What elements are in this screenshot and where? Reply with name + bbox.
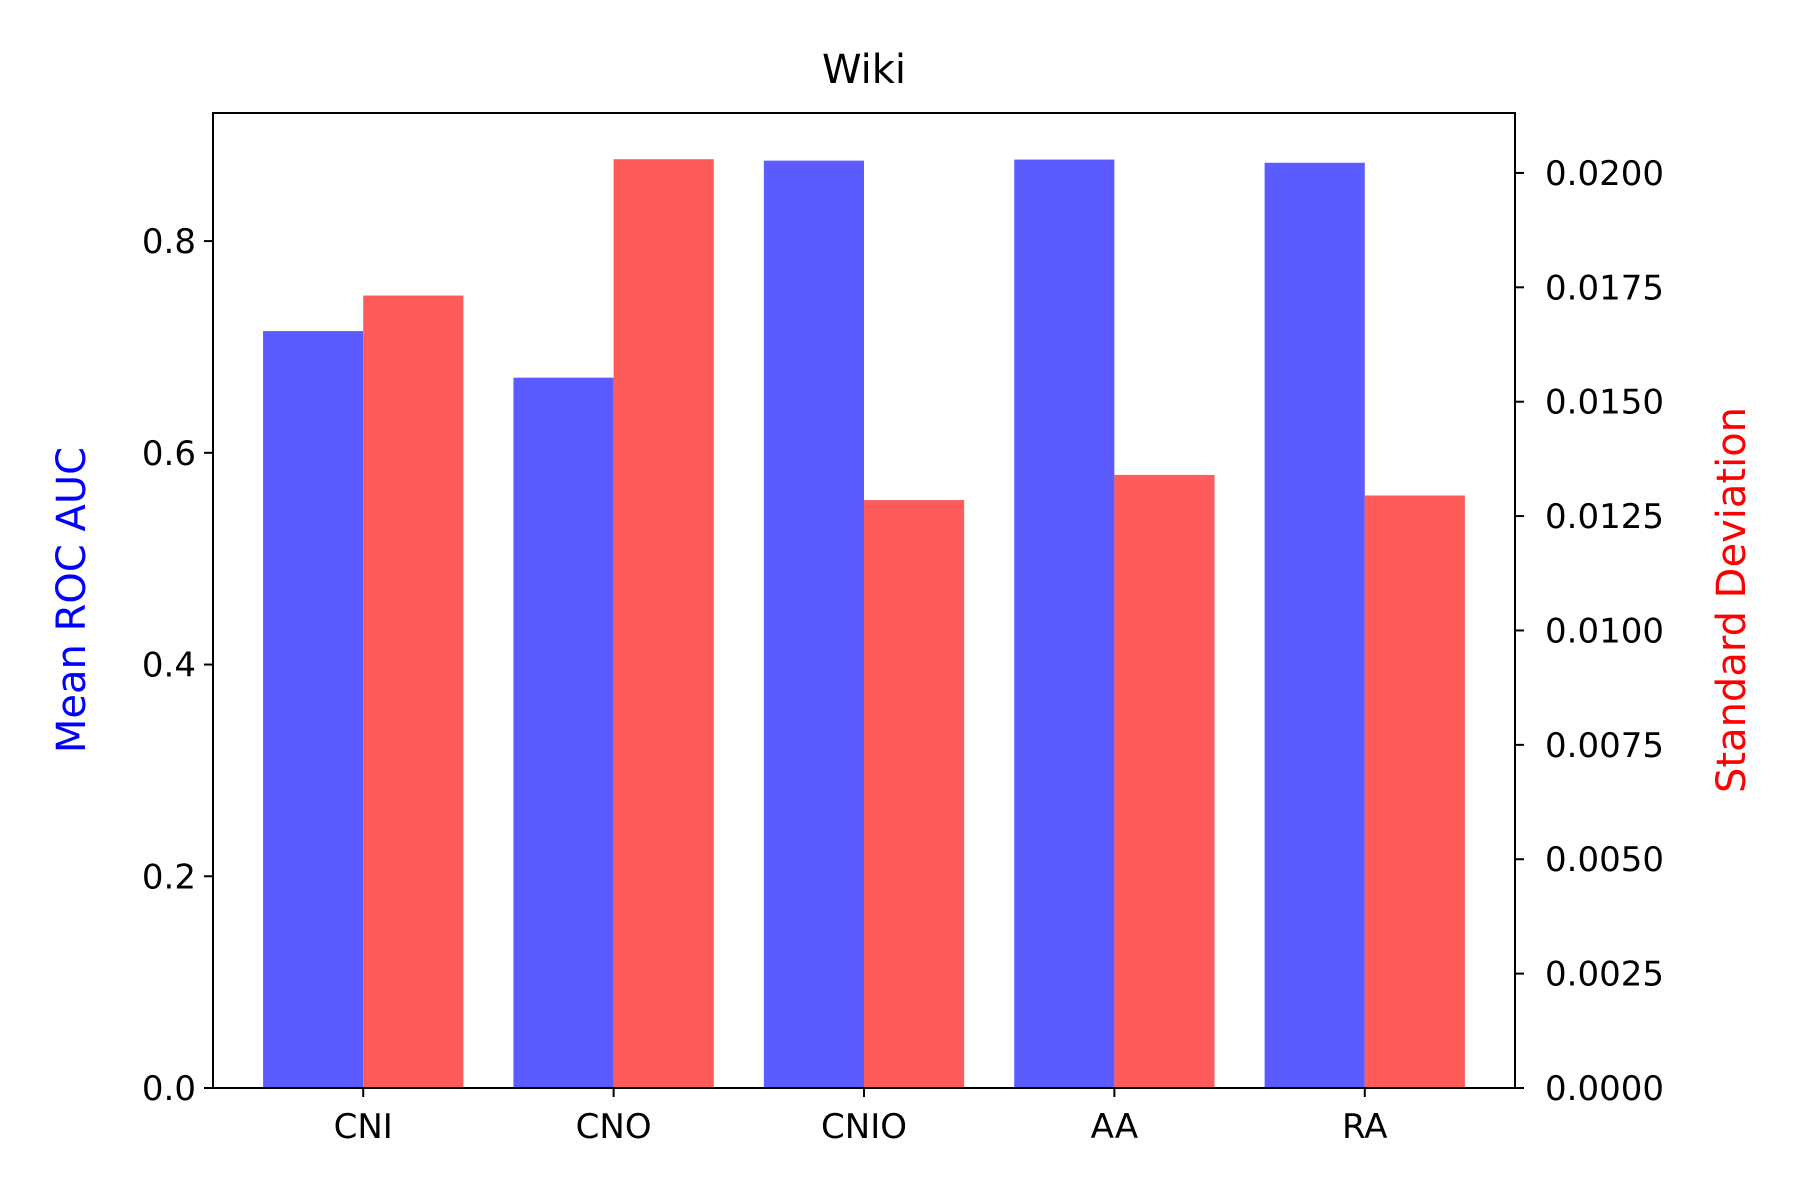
x-tick-label: CNO <box>576 1107 652 1147</box>
y-right-tick-label: 0.0025 <box>1545 955 1664 995</box>
y-left-tick-label: 0.2 <box>142 857 196 897</box>
y-right-tick-label: 0.0175 <box>1545 268 1664 308</box>
y-right-tick-label: 0.0125 <box>1545 497 1664 537</box>
y-left-tick-label: 0.8 <box>142 222 196 262</box>
bar-aa-right <box>1114 474 1215 1088</box>
bar-aa-left <box>1014 159 1115 1088</box>
y-right-tick-label: 0.0075 <box>1545 726 1664 766</box>
x-tick-label: CNI <box>334 1107 393 1147</box>
y-left-tick-label: 0.4 <box>142 646 196 686</box>
bar-ra-left <box>1264 162 1365 1088</box>
bar-cno-left <box>513 377 614 1089</box>
y-axis-right: 0.0000 0.0025 0.0050 0.0075 0.0100 0.0125 0.01… <box>1515 154 1664 1109</box>
bars <box>263 159 1465 1089</box>
x-tick-label: CNIO <box>821 1107 907 1147</box>
y-axis-left: 0.0 0.2 0.4 0.6 0.8 <box>142 222 213 1109</box>
bar-ra-right <box>1364 495 1465 1089</box>
bar-cnio-right <box>864 500 965 1089</box>
chart-title: Wiki <box>822 47 906 93</box>
x-tick-label: AA <box>1091 1107 1138 1147</box>
y-left-tick-label: 0.0 <box>142 1069 196 1109</box>
y-right-tick-label: 0.0150 <box>1545 383 1664 423</box>
bar-cnio-left <box>763 160 864 1089</box>
bar-cno-right <box>613 159 714 1088</box>
y-right-tick-label: 0.0100 <box>1545 611 1664 651</box>
x-axis: CNI CNO CNIO AA RA <box>334 1088 1388 1147</box>
y-right-tick-label: 0.0200 <box>1545 154 1664 194</box>
x-tick-label: RA <box>1342 1107 1388 1147</box>
y-axis-right-label: Standard Deviation <box>1709 407 1755 793</box>
y-axis-left-label: Mean ROC AUC <box>49 447 95 753</box>
y-right-tick-label: 0.0000 <box>1545 1069 1664 1109</box>
y-right-tick-label: 0.0050 <box>1545 840 1664 880</box>
bar-cni-right <box>363 295 464 1088</box>
bar-cni-left <box>263 331 364 1088</box>
y-left-tick-label: 0.6 <box>142 434 196 474</box>
